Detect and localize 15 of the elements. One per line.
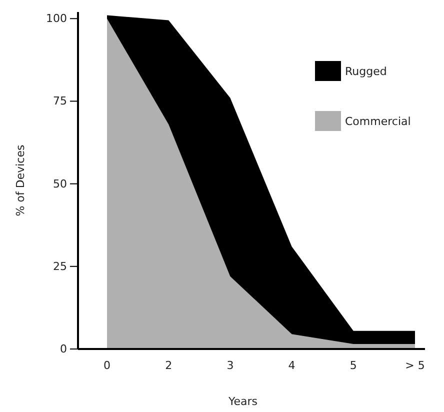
y-tick-label: 75	[53, 94, 67, 108]
x-tick-label: > 5	[405, 359, 425, 372]
y-tick-label: 100	[46, 12, 67, 26]
legend-label: Commercial	[345, 115, 411, 128]
y-axis-title: % of Devices	[14, 144, 27, 216]
x-tick-label: 3	[226, 359, 234, 372]
x-tick-label: 4	[288, 359, 296, 372]
x-tick-label: 5	[350, 359, 357, 372]
y-tick-label: 0	[60, 342, 67, 356]
y-tick-label: 25	[53, 260, 67, 273]
legend-label: Rugged	[345, 65, 387, 78]
x-tick-label: 0	[104, 359, 110, 372]
x-axis-title: Years	[227, 395, 258, 408]
y-tick-label: 50	[53, 177, 67, 190]
x-tick-label: 2	[165, 359, 172, 372]
